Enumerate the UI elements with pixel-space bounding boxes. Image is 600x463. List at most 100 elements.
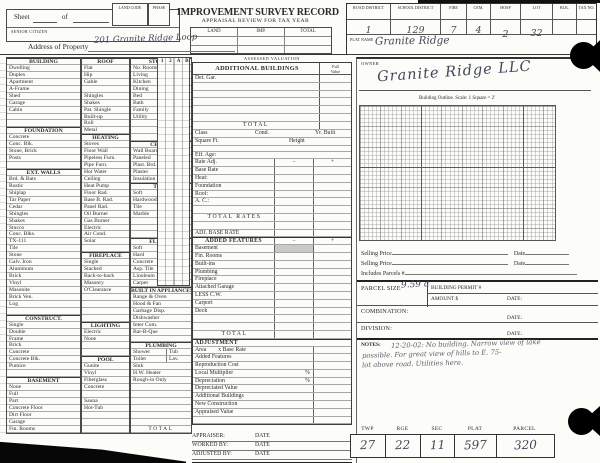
checklist-cell: Stoves: [82, 141, 129, 149]
adjustment-row: New Construction: [193, 401, 351, 409]
checklist-cell: Posts: [7, 155, 80, 163]
building-checklist-column: BUILDING Dwelling Duplex Apartment A-Frame Sh…: [6, 57, 81, 434]
adjustment-row: Reproduction Cost: [193, 362, 351, 370]
valuation-column-header: IMP.: [238, 28, 285, 36]
district-value-cell: [577, 20, 596, 35]
yr-built-label: Yr. Built: [315, 129, 336, 136]
checklist-cell: Log: [7, 301, 80, 308]
added-feature-row: Plumbing: [193, 268, 351, 277]
checklist-cell: Solar: [82, 238, 129, 246]
checklist-cell: Hood & Fan: [131, 301, 191, 308]
check-column-header: B: [185, 58, 189, 64]
combination-label: COMBINATION:: [361, 308, 409, 315]
double-rule: [357, 280, 598, 283]
added-feature-row: Attached Garage: [193, 284, 351, 292]
district-column-header: ROAD DISTRICT: [347, 4, 391, 19]
assessed-valuation-label: ASSESSED VALUATION: [244, 56, 300, 61]
rate-row: [193, 206, 351, 214]
checklist-cell: [131, 398, 191, 405]
plat-name-row: PLAT NAME Granite Ridge: [347, 34, 596, 54]
plat-table-column-header: SEC: [431, 426, 443, 432]
checklist-cell: Shiplap: [7, 190, 80, 197]
squareft-height-row: Square Ft. Height: [193, 138, 351, 146]
checklist-cell: Inter Com.: [131, 322, 191, 329]
checklist-cell: Frame: [7, 336, 80, 343]
checklist-cell: Oil Burner: [82, 211, 129, 218]
height-label: Height: [289, 137, 305, 144]
checklist-cell: Masonry: [82, 280, 129, 287]
checklist-cell: Full: [7, 391, 80, 398]
checklist-cell: Pipe Furn.: [82, 162, 129, 169]
district-values: 1 129 7 4 2 32: [347, 19, 596, 40]
checklist-cell: Pipeless Furn.: [82, 155, 129, 163]
checklist-cell: Tar Paper: [7, 197, 80, 204]
district-value-cell: 7: [441, 20, 467, 36]
square-ft-label: Square Ft.: [195, 137, 219, 144]
plat-table-handwritten-value: 27: [360, 437, 376, 453]
district-value-cell: 32: [521, 20, 553, 39]
checklist-cell: Brick: [7, 342, 80, 350]
checklist-cell: Gas Burner: [82, 218, 129, 225]
checklist-cell: Stone, Brick: [7, 148, 80, 156]
checklist-cell: [131, 391, 191, 398]
address-line: [88, 51, 235, 52]
checklist-cell: [82, 315, 129, 322]
checklist-cell: Cedar: [7, 204, 80, 211]
checklist-cell: Vinyl: [7, 280, 80, 287]
checklist-cell: [131, 419, 191, 426]
owner-notes-panel: OWNER Granite Ridge LLC Building Outline…: [356, 57, 598, 463]
includes-parcels-label: Includes Parcels #: [361, 271, 405, 277]
phase-label: PHASE: [152, 5, 166, 10]
address-label: Address of Property: [28, 42, 89, 51]
checklist-cell: Fiberglass: [82, 377, 129, 385]
divider: [357, 322, 598, 323]
checklist-cell: Cabin: [7, 107, 80, 114]
checklist-cell: Duplex: [7, 72, 80, 79]
plat-table-column-header: PLAT: [467, 426, 483, 432]
form-title: IMPROVEMENT SURVEY RECORD: [177, 7, 339, 18]
district-table: ROAD DISTRICT SCHOOL DISTRICT FIRE CEM. HOSP…: [346, 3, 597, 55]
additional-buildings-rows: Det. Gar.: [193, 75, 351, 122]
added-feature-row: Deck: [193, 307, 351, 316]
rate-rows: Rate Adj. − + Base Rate Heat: Foundation …: [193, 159, 351, 214]
checklist-cell: LIGHTING: [82, 321, 129, 329]
plat-table-handwritten-value: 320: [513, 437, 538, 453]
adj-base-rate-label: ADJ. BASE RATE: [195, 229, 240, 236]
valuation-column-header: TOTAL: [300, 29, 316, 34]
checklist-cell: [82, 426, 129, 433]
checklist-cell: Brd. & Bats: [7, 176, 80, 183]
includes-parcels-row: Includes Parcels #: [361, 268, 577, 277]
rate-row: Base Rate: [193, 167, 351, 175]
district-handwritten-value: 1: [365, 25, 372, 36]
valuation-table: LAND IMP. TOTAL: [190, 27, 332, 54]
spacer-row: [193, 146, 351, 152]
checklist-cell: ROOF: [82, 58, 129, 65]
checklist-cell: EXT. WALLS: [7, 169, 80, 176]
district-column-header: CEM.: [467, 4, 491, 19]
checklist-cell: Single: [82, 259, 129, 267]
date-label: Date: [513, 261, 526, 267]
checklist-cell: Stucco: [7, 225, 80, 232]
adjustment-row: Added Features: [193, 354, 351, 363]
senior-citizen-label: SENIOR CITIZEN: [11, 29, 48, 34]
address-handwritten-value: 201 Granite Ridge Loop: [93, 32, 198, 46]
checklist-cell: Electric: [82, 329, 129, 336]
added-feature-row: Built-ins: [193, 260, 351, 269]
checklist-cell: [82, 419, 129, 426]
checklist-cell: Flat: [82, 65, 129, 72]
district-value-cell: [553, 20, 577, 35]
checklist-cell: Back-to-back: [82, 273, 129, 280]
owner-handwritten-value: Granite Ridge LLC: [376, 58, 533, 86]
divider: [357, 305, 598, 306]
adj-base-rate-row: ADJ. BASE RATE: [193, 229, 351, 238]
adjustment-row: Depreciated Value: [193, 385, 351, 394]
checklist-cell: Roll: [82, 120, 129, 128]
sheet-box: Sheet of SENIOR CITIZEN: [6, 9, 180, 42]
checklist-cell: BASEMENT: [7, 377, 80, 385]
divider: [427, 293, 598, 294]
notes-handwritten-line: lot above road. Utilities here.: [361, 358, 464, 370]
building-outline-label: Building Outline. Scale: 1 Square = 2': [418, 96, 496, 101]
additional-building-row: [193, 113, 351, 122]
